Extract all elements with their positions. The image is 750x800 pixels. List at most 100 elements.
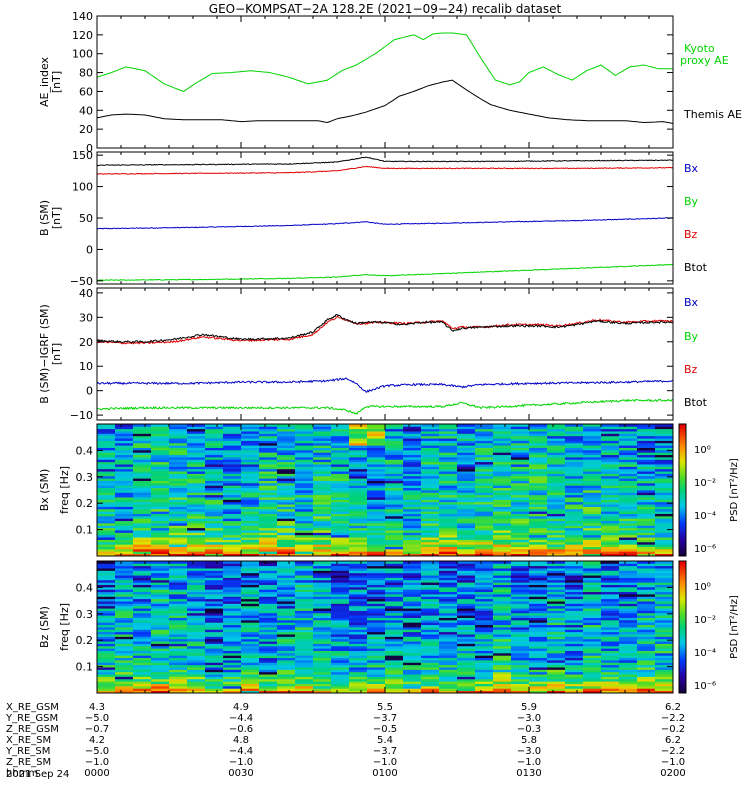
spectrogram-cell bbox=[637, 688, 656, 692]
spectrogram-cell bbox=[637, 482, 656, 486]
spectrogram-cell bbox=[349, 690, 368, 694]
spectrogram-cell bbox=[349, 440, 368, 444]
spectrogram-cell bbox=[601, 511, 620, 514]
spectrogram-cell bbox=[457, 482, 476, 486]
spectrogram-cell bbox=[655, 603, 674, 607]
spectrogram-cell bbox=[619, 655, 638, 659]
spectrogram-cell bbox=[475, 627, 494, 630]
spectrogram-cell bbox=[529, 530, 548, 533]
spectrogram-cell bbox=[529, 506, 548, 510]
spectrogram-cell bbox=[511, 627, 530, 630]
spectrogram-cell bbox=[529, 454, 548, 458]
spectrogram-cell bbox=[565, 473, 584, 477]
spectrogram-cell bbox=[637, 657, 656, 661]
spectrogram-cell bbox=[133, 480, 152, 484]
spectrogram-cell bbox=[133, 577, 152, 581]
spectrogram-cell bbox=[151, 438, 170, 441]
spectrogram-cell bbox=[97, 504, 116, 507]
orbit-row-value: 4.3 bbox=[89, 702, 105, 713]
spectrogram-cell bbox=[493, 669, 512, 673]
spectrogram-cell bbox=[277, 501, 296, 505]
spectrogram-cell bbox=[475, 678, 494, 682]
spectrogram-cell bbox=[493, 631, 512, 635]
spectrogram-cell bbox=[295, 603, 314, 607]
spectrogram-cell bbox=[277, 577, 296, 581]
spectrogram-cell bbox=[223, 584, 242, 588]
spectrogram-cell bbox=[421, 631, 440, 635]
spectrogram-cell bbox=[457, 499, 476, 503]
spectrogram-cell bbox=[439, 667, 458, 670]
spectrogram-cell bbox=[385, 584, 404, 588]
spectrogram-cell bbox=[421, 431, 440, 434]
spectrogram-cell bbox=[619, 513, 638, 517]
spectrogram-cell bbox=[187, 650, 206, 654]
spectrogram-cell bbox=[637, 499, 656, 503]
spectrogram-cell bbox=[547, 525, 566, 529]
spectrogram-cell bbox=[295, 454, 314, 458]
spectrogram-cell bbox=[331, 568, 350, 571]
spectrogram-cell bbox=[583, 570, 602, 574]
spectrogram-cell bbox=[349, 643, 368, 647]
spectrogram-cell bbox=[403, 565, 422, 569]
spectrogram-cell bbox=[421, 504, 440, 507]
spectrogram-cell bbox=[313, 657, 332, 661]
spectrogram-cell bbox=[565, 480, 584, 484]
spectrogram-cell bbox=[259, 568, 278, 571]
spectrogram-cell bbox=[205, 650, 224, 654]
spectrogram-cell bbox=[169, 487, 188, 491]
spectrogram-cell bbox=[367, 511, 386, 514]
spectrogram-cell bbox=[637, 591, 656, 595]
spectrogram-cell bbox=[457, 478, 476, 481]
spectrogram-cell bbox=[511, 676, 530, 680]
y-tick-label: 0 bbox=[86, 385, 93, 398]
spectrogram-cell bbox=[97, 634, 116, 637]
spectrogram-cell bbox=[259, 617, 278, 621]
spectrogram-cell bbox=[637, 527, 656, 531]
spectrogram-cell bbox=[133, 641, 152, 644]
spectrogram-cell bbox=[403, 627, 422, 630]
spectrogram-cell bbox=[259, 603, 278, 607]
spectrogram-cell bbox=[205, 523, 224, 526]
spectrogram-cell bbox=[313, 669, 332, 673]
spectrogram-cell bbox=[637, 478, 656, 481]
spectrogram-cell bbox=[133, 660, 152, 663]
spectrogram-cell bbox=[259, 534, 278, 538]
spectrogram-cell bbox=[133, 648, 152, 651]
spectrogram-cell bbox=[115, 643, 134, 647]
spectrogram-cell bbox=[583, 617, 602, 621]
spectrogram-cell bbox=[421, 459, 440, 463]
spectrogram-cell bbox=[529, 435, 548, 439]
spectrogram-cell bbox=[205, 468, 224, 472]
spectrogram-cell bbox=[313, 622, 332, 626]
spectrogram-cell bbox=[295, 532, 314, 536]
spectrogram-cell bbox=[205, 660, 224, 663]
spectrogram-cell bbox=[223, 457, 242, 460]
spectrogram-cell bbox=[637, 544, 656, 547]
colorbar-segment bbox=[679, 677, 686, 680]
spectrogram-cell bbox=[655, 487, 674, 491]
spectrogram-cell bbox=[151, 605, 170, 609]
kyoto-legend: Kyoto bbox=[684, 42, 715, 55]
spectrogram-cell bbox=[439, 605, 458, 609]
spectrogram-cell bbox=[115, 473, 134, 477]
spectrogram-cell bbox=[601, 499, 620, 503]
spectrogram-cell bbox=[349, 447, 368, 451]
spectrogram-cell bbox=[601, 634, 620, 637]
spectrogram-cell bbox=[421, 584, 440, 588]
spectrogram-cell bbox=[151, 525, 170, 529]
spectrogram-cell bbox=[133, 428, 152, 432]
spectrogram-cell bbox=[133, 575, 152, 578]
spectrogram-cell bbox=[169, 471, 188, 474]
spectrogram-cell bbox=[241, 572, 260, 576]
spectrogram-cell bbox=[403, 601, 422, 604]
spectrogram-cell bbox=[223, 579, 242, 583]
spectrogram-cell bbox=[583, 688, 602, 692]
spectrogram-cell bbox=[241, 669, 260, 673]
spectrogram-cell bbox=[331, 478, 350, 481]
spectrogram-cell bbox=[349, 544, 368, 547]
spectrogram-cell bbox=[349, 601, 368, 604]
spectrogram-cell bbox=[637, 594, 656, 597]
spectrogram-cell bbox=[349, 589, 368, 593]
spectrogram-cell bbox=[277, 589, 296, 593]
spectrogram-cell bbox=[223, 608, 242, 611]
